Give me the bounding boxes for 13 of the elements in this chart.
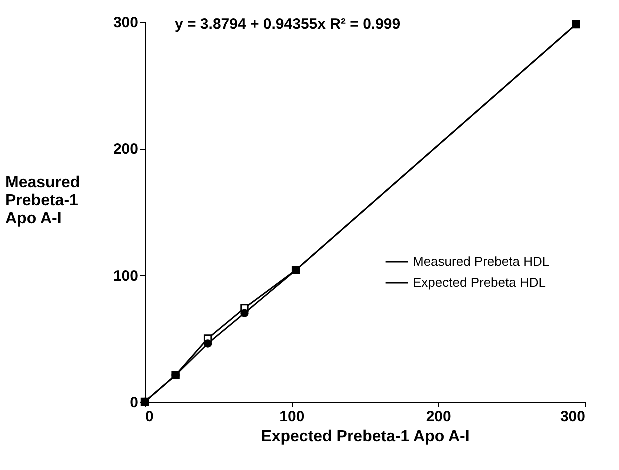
annotation: y = 3.8794 + 0.94355x R² = 0.999 — [175, 16, 401, 33]
legend-label: Expected Prebeta HDL — [413, 275, 546, 290]
y-tick-label: 0 — [130, 394, 138, 412]
x-axis-title: Expected Prebeta-1 Apo A-I — [261, 428, 470, 446]
x-tick-label: 0 — [146, 408, 154, 426]
legend-label: Measured Prebeta HDL — [413, 254, 550, 269]
y-axis-title: Measured Prebeta-1 Apo A-I — [6, 174, 80, 228]
y-tick-label: 100 — [113, 268, 138, 285]
x-tick-label: 100 — [280, 408, 305, 426]
x-tick-label: 200 — [426, 408, 452, 426]
x-tick-label: 300 — [560, 408, 586, 426]
y-tick-label: 300 — [113, 14, 138, 32]
y-tick-label: 200 — [113, 141, 138, 158]
